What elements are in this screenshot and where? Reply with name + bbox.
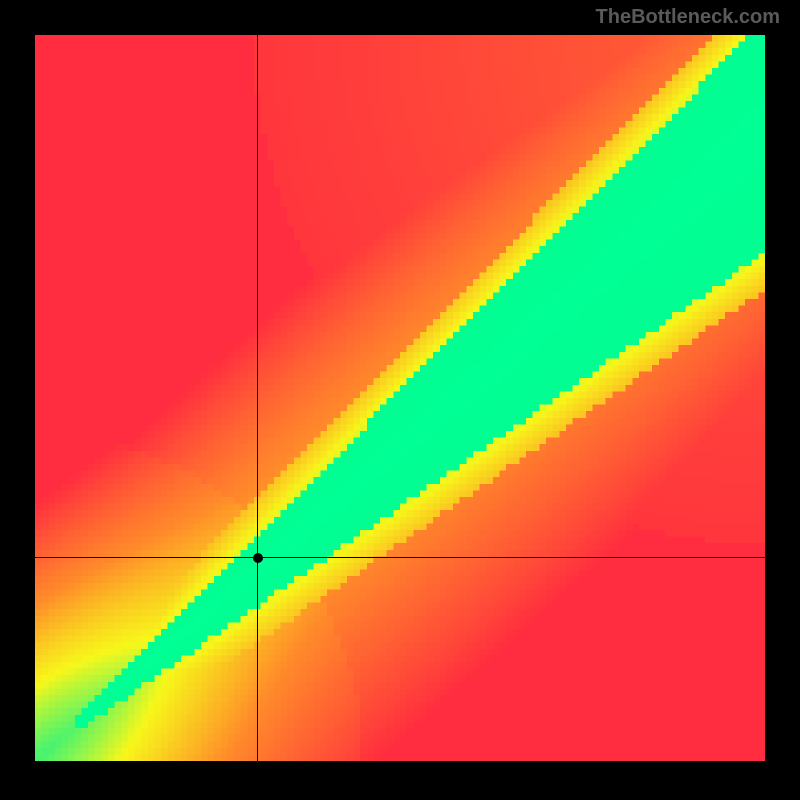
bottleneck-heatmap	[35, 35, 765, 761]
crosshair-horizontal	[35, 557, 765, 558]
crosshair-vertical	[257, 35, 258, 761]
crosshair-point	[253, 553, 263, 563]
watermark-text: TheBottleneck.com	[596, 6, 780, 29]
